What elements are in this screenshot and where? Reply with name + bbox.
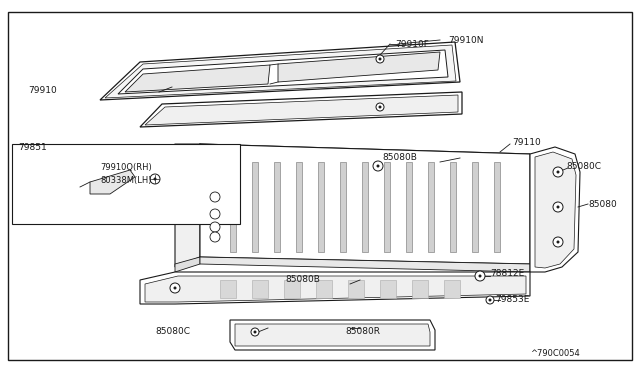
Circle shape xyxy=(210,209,220,219)
Circle shape xyxy=(475,271,485,281)
Polygon shape xyxy=(145,95,458,125)
Polygon shape xyxy=(380,280,396,298)
Text: 78812E: 78812E xyxy=(490,269,524,279)
Circle shape xyxy=(553,167,563,177)
Circle shape xyxy=(553,202,563,212)
Circle shape xyxy=(210,192,220,202)
Polygon shape xyxy=(140,92,462,127)
Polygon shape xyxy=(155,144,200,162)
Circle shape xyxy=(486,296,494,304)
Text: 85080C: 85080C xyxy=(155,327,190,337)
Polygon shape xyxy=(125,65,270,92)
Bar xyxy=(12,144,240,224)
Text: 85080B: 85080B xyxy=(285,276,320,285)
Polygon shape xyxy=(220,280,236,298)
Polygon shape xyxy=(535,152,576,268)
Polygon shape xyxy=(175,257,200,272)
Text: 85080R: 85080R xyxy=(345,327,380,337)
Polygon shape xyxy=(252,280,268,298)
Polygon shape xyxy=(412,280,428,298)
Polygon shape xyxy=(105,45,456,98)
Circle shape xyxy=(378,58,381,61)
Circle shape xyxy=(557,205,559,208)
Circle shape xyxy=(210,222,220,232)
Polygon shape xyxy=(284,280,300,298)
Text: 85080: 85080 xyxy=(588,199,617,208)
Circle shape xyxy=(253,330,257,334)
Circle shape xyxy=(170,283,180,293)
Polygon shape xyxy=(274,162,280,252)
Polygon shape xyxy=(450,162,456,252)
Polygon shape xyxy=(530,147,580,272)
Polygon shape xyxy=(472,162,478,252)
Polygon shape xyxy=(384,162,390,252)
Polygon shape xyxy=(362,162,368,252)
Circle shape xyxy=(251,328,259,336)
Text: 79910N: 79910N xyxy=(448,35,483,45)
Text: 79853E: 79853E xyxy=(495,295,529,305)
Polygon shape xyxy=(235,324,430,346)
Circle shape xyxy=(557,170,559,173)
Polygon shape xyxy=(100,42,460,100)
Text: 85080C: 85080C xyxy=(566,161,601,170)
Polygon shape xyxy=(348,280,364,298)
Circle shape xyxy=(154,177,157,180)
Text: 79110: 79110 xyxy=(512,138,541,147)
Text: 85080B: 85080B xyxy=(382,153,417,161)
Circle shape xyxy=(378,106,381,109)
Polygon shape xyxy=(428,162,434,252)
Polygon shape xyxy=(296,162,302,252)
Text: ^790C0054: ^790C0054 xyxy=(530,350,580,359)
Circle shape xyxy=(210,232,220,242)
Text: 79910Q(RH): 79910Q(RH) xyxy=(100,163,152,171)
Text: 79910: 79910 xyxy=(28,86,57,94)
Polygon shape xyxy=(175,144,530,187)
Polygon shape xyxy=(494,162,500,252)
Polygon shape xyxy=(406,162,412,252)
Circle shape xyxy=(488,298,492,301)
Polygon shape xyxy=(318,162,324,252)
Polygon shape xyxy=(230,320,435,350)
Text: 79910F: 79910F xyxy=(395,39,429,48)
Circle shape xyxy=(557,241,559,244)
Circle shape xyxy=(553,237,563,247)
Polygon shape xyxy=(175,144,200,267)
Polygon shape xyxy=(340,162,346,252)
Polygon shape xyxy=(200,257,530,272)
Circle shape xyxy=(376,164,380,167)
Polygon shape xyxy=(316,280,332,298)
Text: 79851: 79851 xyxy=(18,142,47,151)
Polygon shape xyxy=(145,276,526,302)
Polygon shape xyxy=(200,144,530,264)
Circle shape xyxy=(479,275,481,278)
Circle shape xyxy=(173,286,177,289)
Polygon shape xyxy=(278,52,440,82)
Text: 80338M(LH): 80338M(LH) xyxy=(100,176,152,185)
Circle shape xyxy=(376,55,384,63)
Polygon shape xyxy=(90,170,135,194)
Polygon shape xyxy=(230,162,236,252)
Polygon shape xyxy=(140,272,530,304)
Polygon shape xyxy=(444,280,460,298)
Polygon shape xyxy=(252,162,258,252)
Circle shape xyxy=(373,161,383,171)
Circle shape xyxy=(150,174,160,184)
Polygon shape xyxy=(118,50,448,94)
Circle shape xyxy=(376,103,384,111)
